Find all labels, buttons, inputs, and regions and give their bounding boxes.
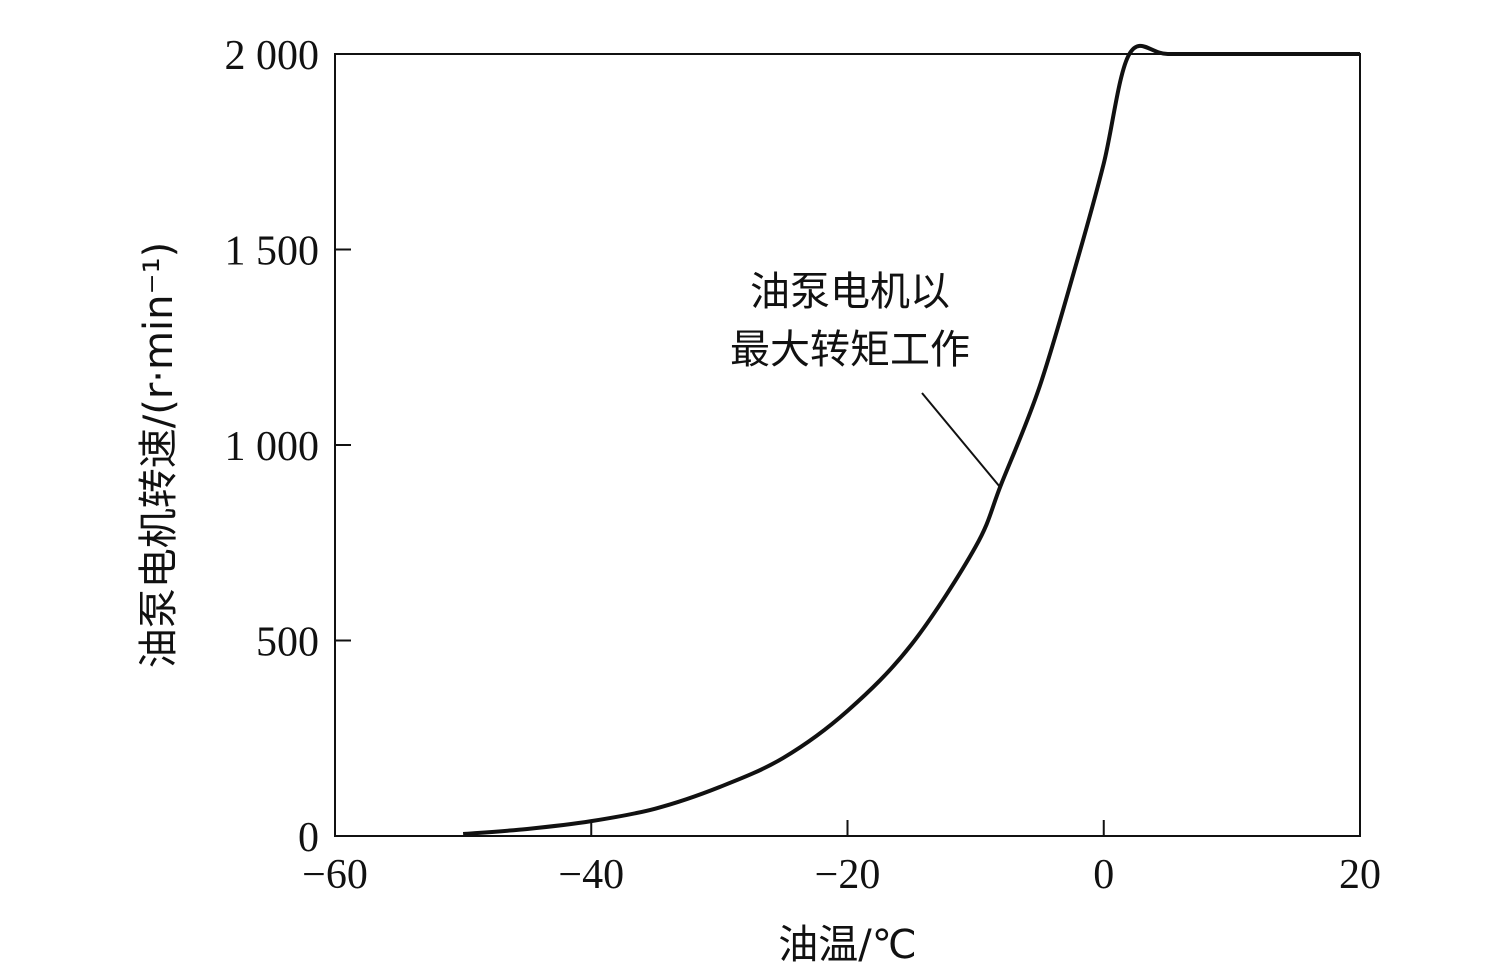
series-line — [462, 43, 1360, 837]
annotation-label: 最大转矩工作 — [730, 327, 970, 373]
y-tick-label: 0 — [298, 815, 319, 861]
plot-area — [334, 43, 1361, 837]
y-tick-label: 500 — [256, 620, 319, 666]
annotation-leader — [921, 392, 1001, 487]
x-axis-title: 油温/℃ — [778, 922, 916, 968]
y-tick-label: 2 000 — [225, 33, 320, 79]
y-axis-title: 油泵电机转速/(r·min⁻¹) — [136, 242, 182, 668]
plot-frame — [334, 53, 1361, 837]
annotation-label: 油泵电机以 — [750, 269, 950, 315]
tick-labels: −60 −40 −20 0 20 0 500 1 000 1 500 2 000 — [225, 33, 1382, 898]
x-tick-label: 0 — [1093, 852, 1114, 898]
x-tick-label: 20 — [1339, 852, 1381, 898]
x-tick-label: −20 — [815, 852, 881, 898]
axis-ticks — [334, 53, 1361, 837]
y-tick-label: 1 000 — [225, 424, 320, 470]
y-tick-label: 1 500 — [225, 229, 320, 275]
x-tick-label: −40 — [558, 852, 624, 898]
x-tick-label: −60 — [302, 852, 368, 898]
